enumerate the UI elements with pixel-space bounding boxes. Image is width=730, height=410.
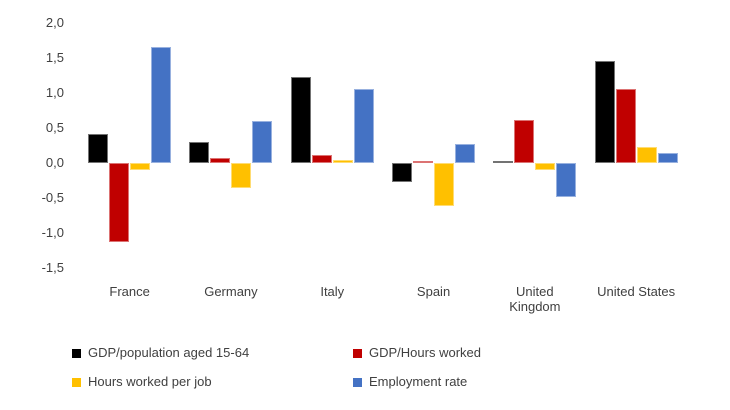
legend-label: GDP/Hours worked bbox=[369, 345, 481, 360]
bar-united-kingdom-series-1 bbox=[514, 119, 535, 164]
legend-marker-yellow-square-icon bbox=[72, 377, 81, 387]
bar-united-states-series-2 bbox=[636, 146, 657, 164]
legend-item-gdp-hours: GDP/Hours worked bbox=[353, 345, 481, 361]
x-axis-label-spain: Spain bbox=[416, 284, 451, 299]
bar-united-states-series-3 bbox=[657, 152, 678, 164]
x-axis-label-united-states: United States bbox=[597, 284, 676, 299]
bar-united-kingdom-series-3 bbox=[556, 163, 577, 197]
legend-marker-blue-square-icon bbox=[353, 377, 362, 387]
bar-spain-series-0 bbox=[392, 163, 413, 183]
legend-item-gdp-population: GDP/population aged 15-64 bbox=[72, 345, 353, 361]
y-tick-label: 2,0 bbox=[45, 15, 64, 31]
x-axis-label-france: France bbox=[109, 284, 150, 299]
x-axis-label-italy: Italy bbox=[320, 284, 345, 299]
legend-label: Employment rate bbox=[369, 374, 468, 389]
y-tick-label: -0,5 bbox=[41, 190, 64, 206]
bar-spain-series-1 bbox=[413, 160, 434, 164]
bar-united-kingdom-series-0 bbox=[493, 160, 514, 164]
y-tick-label: 1,0 bbox=[45, 85, 64, 101]
y-tick-label: -1,0 bbox=[41, 225, 64, 241]
bar-spain-series-2 bbox=[434, 163, 455, 206]
x-axis-label-germany: Germany bbox=[204, 284, 258, 299]
legend-item-employment-rate: Employment rate bbox=[353, 374, 481, 390]
bar-france-series-3 bbox=[151, 47, 172, 164]
bar-italy-series-0 bbox=[290, 76, 311, 164]
bar-united-states-series-1 bbox=[615, 89, 636, 164]
bar-united-states-series-0 bbox=[594, 61, 615, 164]
bar-italy-series-3 bbox=[353, 89, 374, 164]
bar-italy-series-1 bbox=[311, 154, 332, 164]
y-tick-label: 0,5 bbox=[45, 120, 64, 136]
bar-germany-series-0 bbox=[189, 141, 210, 164]
legend-label: GDP/population aged 15-64 bbox=[88, 345, 250, 360]
bar-france-series-1 bbox=[109, 163, 130, 242]
y-tick-label: 0,0 bbox=[45, 155, 64, 171]
bar-germany-series-2 bbox=[231, 163, 252, 189]
y-tick-label: -1,5 bbox=[41, 260, 64, 276]
bar-france-series-2 bbox=[130, 163, 151, 171]
y-tick-label: 1,5 bbox=[45, 50, 64, 66]
bar-united-kingdom-series-2 bbox=[535, 163, 556, 171]
legend: GDP/population aged 15-64 GDP/Hours work… bbox=[72, 345, 481, 390]
x-axis-label-united-kingdom: United Kingdom bbox=[509, 284, 561, 314]
legend-item-hours-per-job: Hours worked per job bbox=[72, 374, 353, 390]
legend-marker-black-square-icon bbox=[72, 348, 81, 358]
bar-germany-series-1 bbox=[210, 158, 231, 164]
bar-italy-series-2 bbox=[332, 159, 353, 164]
bar-spain-series-3 bbox=[455, 143, 476, 164]
legend-marker-red-square-icon bbox=[353, 348, 362, 358]
bar-germany-series-3 bbox=[252, 120, 273, 164]
legend-label: Hours worked per job bbox=[88, 374, 212, 389]
bar-france-series-0 bbox=[88, 133, 109, 164]
